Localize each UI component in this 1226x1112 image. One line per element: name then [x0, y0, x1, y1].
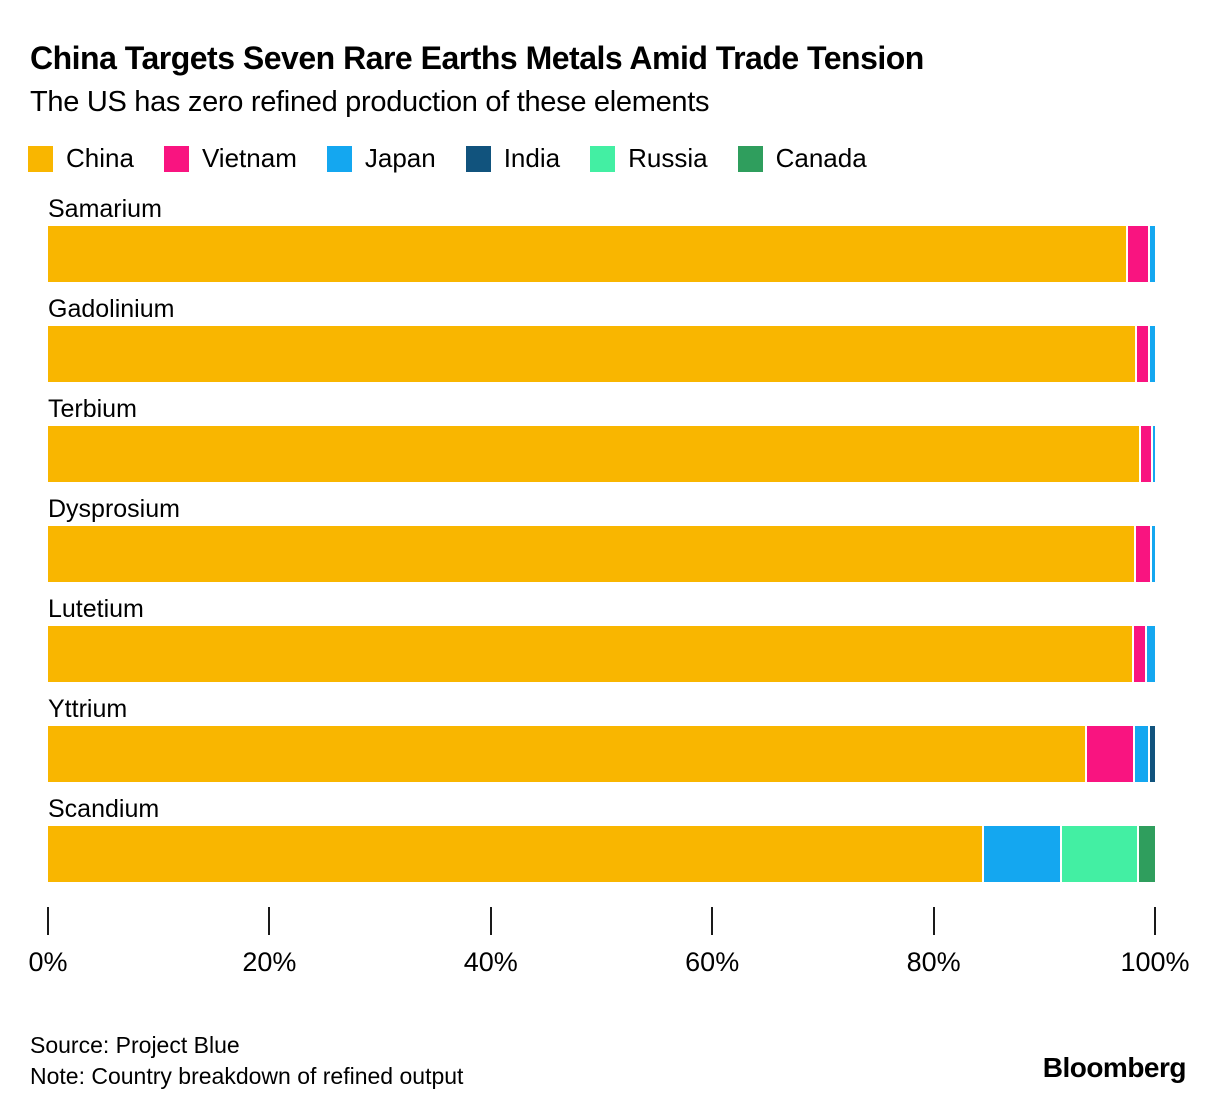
legend-label: India [503, 143, 561, 173]
legend-swatch [737, 145, 763, 172]
legend-item-india: India [465, 143, 561, 174]
stacked-bar [48, 726, 1155, 782]
bar-segment-vietnam [1127, 226, 1150, 282]
source-text: Source: Project Blue [30, 1032, 240, 1058]
row-label: Scandium [48, 795, 160, 823]
legend-label: Vietnam [201, 143, 297, 173]
bar-segment-china [48, 226, 1128, 282]
legend-swatch [590, 145, 616, 172]
chart-title: China Targets Seven Rare Earths Metals A… [30, 40, 924, 76]
bar-segment-japan [1149, 226, 1155, 282]
legend-item-china: China [28, 143, 134, 174]
axis-tick-mark [932, 907, 935, 935]
legend-swatch [28, 145, 53, 172]
chart-row-terbium: Terbium [48, 396, 1155, 496]
legend-swatch [326, 145, 352, 172]
axis-tick-label: 100% [1120, 947, 1190, 977]
chart-row-samarium: Samarium [48, 196, 1155, 296]
axis-tick-label: 80% [906, 947, 961, 977]
axis-tick-label: 0% [28, 947, 68, 977]
stacked-bar [48, 326, 1155, 382]
axis-tick-mark [711, 907, 714, 935]
bar-segment-japan [1151, 426, 1155, 482]
bar-segment-japan [1133, 726, 1150, 782]
legend-label: Canada [775, 143, 867, 173]
bar-segment-vietnam [1139, 426, 1152, 482]
axis-tick-mark [268, 907, 271, 935]
bar-segment-china [48, 326, 1137, 382]
row-label: Yttrium [48, 695, 128, 723]
x-axis: 0% 20% 40% 60% 80% 100% [28, 907, 1190, 987]
stacked-bar [48, 426, 1155, 482]
stacked-bar [48, 626, 1155, 682]
bar-segment-china [48, 826, 984, 882]
chart-row-lutetium: Lutetium [48, 596, 1155, 696]
axis-tick-mark [47, 907, 49, 935]
chart-row-yttrium: Yttrium [48, 696, 1155, 796]
stacked-bar [48, 526, 1155, 582]
bar-segment-vietnam [1136, 326, 1150, 382]
stacked-bar [48, 226, 1155, 282]
chart-subtitle: The US has zero refined production of th… [30, 86, 710, 118]
axis-tick-mark [1154, 907, 1156, 935]
axis-tick-mark [489, 907, 492, 935]
legend-label: Japan [364, 143, 436, 173]
row-label: Samarium [48, 195, 162, 223]
row-label: Dysprosium [48, 495, 180, 523]
legend-swatch [163, 145, 189, 172]
stacked-bar [48, 826, 1155, 882]
legend-item-vietnam: Vietnam [163, 143, 297, 174]
axis-tick-label: 60% [685, 947, 740, 977]
bar-segment-china [48, 526, 1136, 582]
bar-segment-canada [1138, 826, 1155, 882]
chart-row-gadolinium: Gadolinium [48, 296, 1155, 396]
bar-segment-russia [1060, 826, 1139, 882]
axis-tick-label: 40% [463, 947, 518, 977]
footnotes: Source: Project Blue Note: Country break… [30, 1030, 463, 1092]
note-text: Note: Country breakdown of refined outpu… [30, 1063, 464, 1089]
bar-segment-china [48, 726, 1087, 782]
row-label: Gadolinium [48, 295, 175, 323]
legend: China Vietnam Japan India Russia Canada [28, 143, 867, 174]
bar-segment-japan [983, 826, 1061, 882]
bar-segment-vietnam [1086, 726, 1134, 782]
chart-row-dysprosium: Dysprosium [48, 496, 1155, 596]
legend-label: China [66, 143, 134, 173]
axis-tick-label: 20% [242, 947, 297, 977]
row-label: Lutetium [48, 595, 144, 623]
bar-segment-japan [1146, 626, 1155, 682]
legend-label: Russia [628, 143, 708, 173]
bar-segment-japan [1150, 526, 1155, 582]
bar-segment-japan [1149, 326, 1155, 382]
bar-segment-china [48, 426, 1140, 482]
bar-segment-china [48, 626, 1133, 682]
legend-item-russia: Russia [590, 143, 708, 174]
chart-row-scandium: Scandium [48, 796, 1155, 896]
legend-item-japan: Japan [326, 143, 436, 174]
bar-rows: Samarium Gadolinium Terbium Dysprosium Lutet… [48, 196, 1155, 896]
bloomberg-logo: Bloomberg [1042, 1052, 1187, 1083]
legend-item-canada: Canada [737, 143, 867, 174]
bar-segment-vietnam [1135, 526, 1151, 582]
row-label: Terbium [48, 395, 137, 423]
bar-segment-vietnam [1132, 626, 1147, 682]
bar-segment-india [1149, 726, 1155, 782]
legend-swatch [465, 145, 491, 172]
